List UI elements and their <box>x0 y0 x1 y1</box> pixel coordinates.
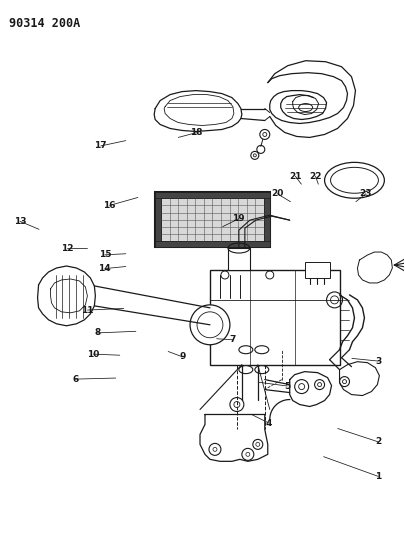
Text: 16: 16 <box>103 201 116 210</box>
Bar <box>155 192 270 198</box>
Bar <box>210 270 339 365</box>
Text: 1: 1 <box>375 472 381 481</box>
Circle shape <box>190 305 230 345</box>
Ellipse shape <box>255 366 269 374</box>
Circle shape <box>230 398 244 411</box>
Bar <box>305 262 330 278</box>
Ellipse shape <box>255 346 269 354</box>
Text: 10: 10 <box>87 350 100 359</box>
Text: 4: 4 <box>266 419 272 427</box>
Bar <box>264 192 270 247</box>
Circle shape <box>315 379 324 390</box>
Text: 8: 8 <box>94 328 101 337</box>
Text: 13: 13 <box>14 217 26 226</box>
Text: 6: 6 <box>72 375 79 384</box>
Text: 5: 5 <box>284 382 290 391</box>
Text: 17: 17 <box>94 141 107 150</box>
Ellipse shape <box>239 366 253 374</box>
Text: 23: 23 <box>360 189 372 198</box>
Bar <box>155 192 161 247</box>
Text: 2: 2 <box>375 437 381 446</box>
Text: 19: 19 <box>232 214 245 223</box>
Circle shape <box>295 379 309 393</box>
Bar <box>155 241 270 247</box>
Text: 7: 7 <box>230 335 236 344</box>
Text: 20: 20 <box>271 189 283 198</box>
Text: 22: 22 <box>309 172 322 181</box>
Text: 21: 21 <box>289 172 302 181</box>
Text: 90314 200A: 90314 200A <box>9 17 80 30</box>
Text: 15: 15 <box>98 251 111 260</box>
Text: 11: 11 <box>81 305 94 314</box>
Text: 12: 12 <box>61 244 74 253</box>
Bar <box>161 198 264 241</box>
Circle shape <box>339 377 350 386</box>
Bar <box>228 248 250 270</box>
Text: 3: 3 <box>375 357 381 366</box>
Ellipse shape <box>239 346 253 354</box>
Text: 9: 9 <box>179 352 185 361</box>
Text: 18: 18 <box>190 128 202 137</box>
Text: 14: 14 <box>98 264 111 273</box>
